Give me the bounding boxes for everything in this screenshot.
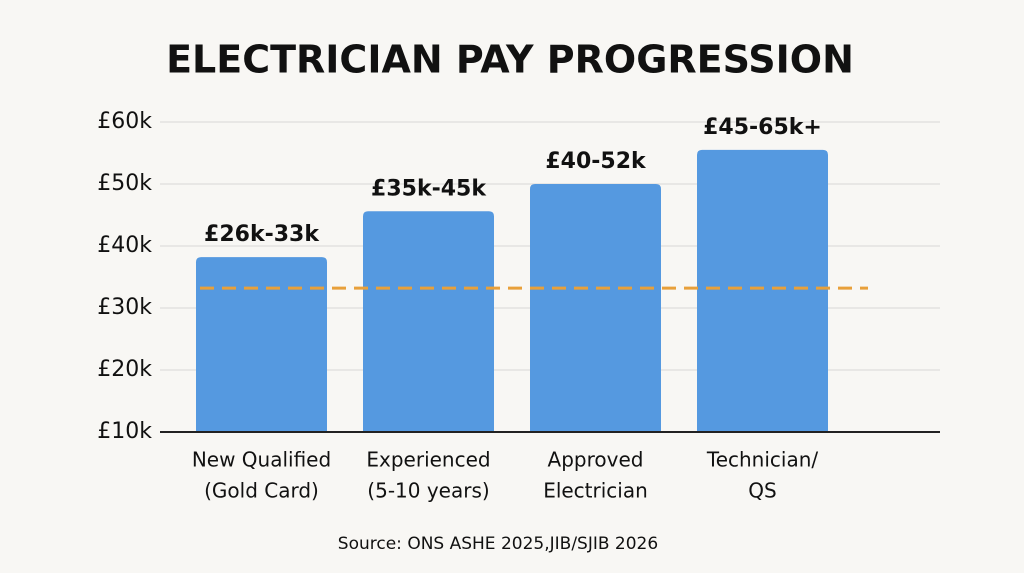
x-tick-label: Electrician bbox=[543, 479, 648, 503]
y-tick-label: £60k bbox=[97, 109, 152, 134]
y-tick-label: £10k bbox=[97, 419, 152, 444]
source-note: Source: ONS ASHE 2025,JIB/SJIB 2026 bbox=[338, 534, 658, 554]
range-label: £35k-45k bbox=[371, 176, 487, 201]
bar bbox=[363, 211, 494, 432]
y-tick-label: £30k bbox=[97, 295, 152, 320]
x-tick-label: New Qualified bbox=[192, 448, 331, 472]
y-tick-label: £50k bbox=[97, 171, 152, 196]
range-label: £26k-33k bbox=[204, 222, 320, 247]
y-tick-label: £40k bbox=[97, 233, 152, 258]
x-tick-label: (Gold Card) bbox=[204, 479, 319, 503]
x-tick-label: Technician/ bbox=[706, 448, 819, 472]
x-tick-label: Approved bbox=[548, 448, 644, 472]
y-tick-label: £20k bbox=[97, 357, 152, 382]
range-label: £40-52k bbox=[545, 149, 647, 174]
range-label: £45-65k+ bbox=[703, 115, 822, 140]
x-tick-label: (5-10 years) bbox=[367, 479, 489, 503]
x-tick-label: QS bbox=[748, 479, 776, 503]
bar bbox=[530, 184, 661, 432]
x-tick-label: Experienced bbox=[366, 448, 490, 472]
chart-title: ELECTRICIAN PAY PROGRESSION bbox=[166, 38, 854, 82]
bar bbox=[697, 149, 828, 432]
bar bbox=[196, 257, 327, 432]
